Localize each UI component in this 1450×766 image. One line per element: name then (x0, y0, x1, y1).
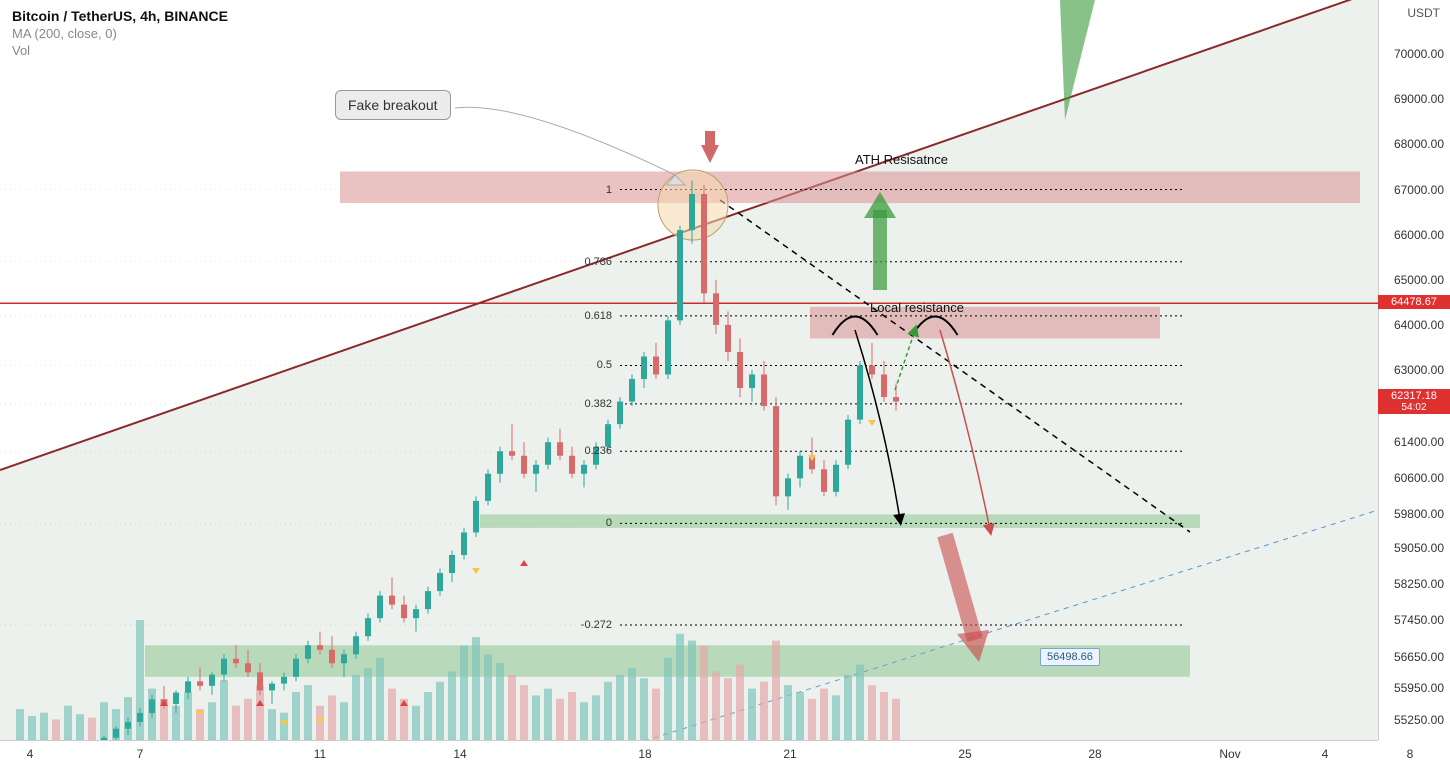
time-tick: 4 (27, 747, 34, 761)
time-tick: 11 (314, 747, 326, 761)
price-tick: 61400.00 (1394, 435, 1444, 449)
fib-level-label: 0.618 (584, 310, 612, 322)
price-tick: 64000.00 (1394, 318, 1444, 332)
fib-level-label: 0.382 (584, 398, 612, 410)
price-tick: 68000.00 (1394, 137, 1444, 151)
time-tick: 7 (137, 747, 144, 761)
price-tick: 63000.00 (1394, 363, 1444, 377)
indicator-vol[interactable]: Vol (12, 43, 228, 58)
chart-header: Bitcoin / TetherUS, 4h, BINANCE MA (200,… (12, 8, 228, 58)
fib-level-label: -0.272 (581, 619, 612, 631)
price-tick: 60600.00 (1394, 471, 1444, 485)
symbol-title[interactable]: Bitcoin / TetherUS, 4h, BINANCE (12, 8, 228, 24)
time-tick: 28 (1088, 747, 1101, 761)
price-tick: 66000.00 (1394, 228, 1444, 242)
price-tick: 67000.00 (1394, 183, 1444, 197)
annotation-local-resistance: Local resistance (870, 300, 964, 315)
fib-level-label: 0.5 (597, 359, 612, 371)
time-tick: 18 (638, 747, 651, 761)
indicator-ma[interactable]: MA (200, close, 0) (12, 26, 228, 41)
price-callout[interactable]: 56498.66 (1040, 648, 1100, 666)
price-tick: 69000.00 (1394, 92, 1444, 106)
annotation-ath-resistance: ATH Resisatnce (855, 152, 948, 167)
chart-container: Bitcoin / TetherUS, 4h, BINANCE MA (200,… (0, 0, 1450, 766)
live-countdown: 54:02 (1378, 402, 1450, 413)
price-tick: 59050.00 (1394, 541, 1444, 555)
hline-price-badge: 64478.67 (1378, 295, 1450, 309)
live-price-badge: 62317.18 54:02 (1378, 389, 1450, 414)
price-tick: 59800.00 (1394, 507, 1444, 521)
live-price-value: 62317.18 (1378, 390, 1450, 402)
fib-level-label: 0 (606, 517, 612, 529)
price-tick: 56650.00 (1394, 650, 1444, 664)
fib-level-label: 0.786 (584, 256, 612, 268)
fib-level-label: 0.236 (584, 445, 612, 457)
price-tick: 58250.00 (1394, 577, 1444, 591)
time-tick: Nov (1219, 747, 1240, 761)
time-tick: 21 (783, 747, 796, 761)
time-tick: 25 (958, 747, 971, 761)
axis-unit: USDT (1407, 6, 1440, 20)
price-tick: 65000.00 (1394, 273, 1444, 287)
fib-level-label: 1 (606, 184, 612, 196)
price-tick: 57450.00 (1394, 613, 1444, 627)
time-tick: 8 (1407, 747, 1414, 761)
price-axis[interactable]: USDT 55250.00 55950.00 56650.00 57450.00 582… (1378, 0, 1450, 740)
time-axis[interactable]: 47111418212528Nov48 (0, 740, 1378, 766)
annotation-fake-breakout[interactable]: Fake breakout (335, 90, 451, 120)
time-tick: 14 (453, 747, 466, 761)
plot-svg (0, 0, 1378, 740)
price-tick: 70000.00 (1394, 47, 1444, 61)
plot-area[interactable]: Fake breakout ATH Resisatnce Local resis… (0, 0, 1378, 740)
price-tick: 55950.00 (1394, 681, 1444, 695)
price-tick: 55250.00 (1394, 713, 1444, 727)
time-tick: 4 (1322, 747, 1329, 761)
